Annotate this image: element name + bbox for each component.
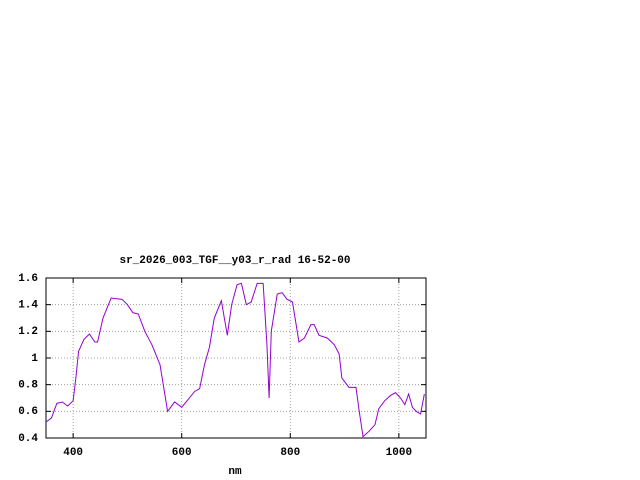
y-tick-label: 1.2: [18, 326, 38, 338]
y-tick-label: 1.4: [18, 300, 38, 312]
y-tick-label: 0.4: [18, 433, 38, 445]
x-tick-label: 800: [280, 447, 300, 459]
chart-title: sr_2026_003_TGF__y03_r_rad 16-52-00: [119, 255, 350, 267]
y-tick-label: 1.6: [18, 273, 38, 285]
x-tick-label: 400: [63, 447, 83, 459]
y-tick-label: 0.8: [18, 380, 38, 392]
y-tick-label: 1: [31, 353, 38, 365]
data-line: [45, 282, 425, 438]
x-tick-label: 600: [172, 447, 192, 459]
x-axis-label: nm: [228, 466, 242, 478]
y-tick-label: 0.6: [18, 406, 38, 418]
x-tick-label: 1000: [386, 447, 412, 459]
plot-frame: [45, 277, 427, 439]
